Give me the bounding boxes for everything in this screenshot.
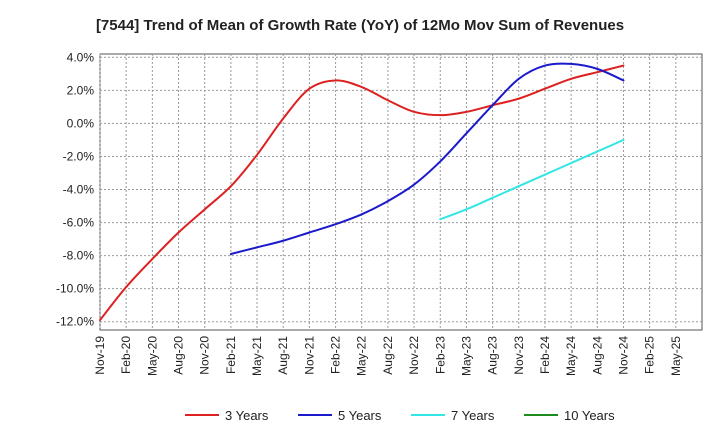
x-tick-label: Feb-20 xyxy=(119,336,133,374)
x-tick-label: Feb-25 xyxy=(643,336,657,374)
x-tick-label: Aug-24 xyxy=(590,336,604,375)
y-tick-label: 4.0% xyxy=(67,50,95,64)
x-tick-label: Aug-22 xyxy=(381,336,395,375)
x-tick-label: Aug-23 xyxy=(486,336,500,375)
y-tick-label: -10.0% xyxy=(56,282,94,296)
series-lines xyxy=(99,62,625,322)
chart-title: [7544] Trend of Mean of Growth Rate (YoY… xyxy=(96,17,624,34)
x-tick-label: Nov-21 xyxy=(302,336,316,375)
x-tick-label: May-23 xyxy=(459,336,473,376)
x-tick-label: Nov-23 xyxy=(512,336,526,375)
x-tick-label: Aug-21 xyxy=(276,336,290,375)
y-tick-label: -12.0% xyxy=(56,315,94,329)
x-axis-tick-labels: Nov-19 Feb-20 May-20 Aug-20 Nov-20 Feb-21 May-… xyxy=(93,336,683,376)
x-tick-label: Nov-19 xyxy=(93,336,107,375)
x-tick-label: Nov-24 xyxy=(616,336,630,375)
y-tick-label: -2.0% xyxy=(63,149,95,163)
x-tick-label: Feb-24 xyxy=(538,336,552,374)
y-tick-label: 0.0% xyxy=(67,116,95,130)
y-tick-label: -4.0% xyxy=(63,183,95,197)
x-tick-label: May-24 xyxy=(564,336,578,376)
y-axis-tick-labels: 4.0% 2.0% 0.0% -2.0% -4.0% -6.0% -8.0% -10.0% -1… xyxy=(56,50,94,328)
x-tick-label: May-22 xyxy=(355,336,369,376)
series-line-5-years xyxy=(229,62,625,255)
x-tick-label: Feb-21 xyxy=(224,336,238,374)
x-tick-label: Feb-23 xyxy=(433,336,447,374)
y-tick-label: 2.0% xyxy=(67,83,95,97)
x-tick-label: Nov-20 xyxy=(198,336,212,375)
legend-label-5-years: 5 Years xyxy=(338,408,382,423)
x-tick-label: May-21 xyxy=(250,336,264,376)
series-line-7-years xyxy=(439,138,625,221)
legend-label-10-years: 10 Years xyxy=(564,408,615,423)
x-tick-label: May-20 xyxy=(145,336,159,376)
grid-lines xyxy=(99,54,702,330)
x-tick-label: May-25 xyxy=(669,336,683,376)
legend: 3 Years 5 Years 7 Years 10 Years xyxy=(185,408,615,423)
x-tick-label: Aug-20 xyxy=(172,336,186,375)
x-tick-label: Nov-22 xyxy=(407,336,421,375)
legend-label-3-years: 3 Years xyxy=(225,408,269,423)
legend-label-7-years: 7 Years xyxy=(451,408,495,423)
y-tick-label: -8.0% xyxy=(63,249,95,263)
y-tick-label: -6.0% xyxy=(63,216,95,230)
x-tick-label: Feb-22 xyxy=(329,336,343,374)
series-line-3-years xyxy=(99,64,625,322)
